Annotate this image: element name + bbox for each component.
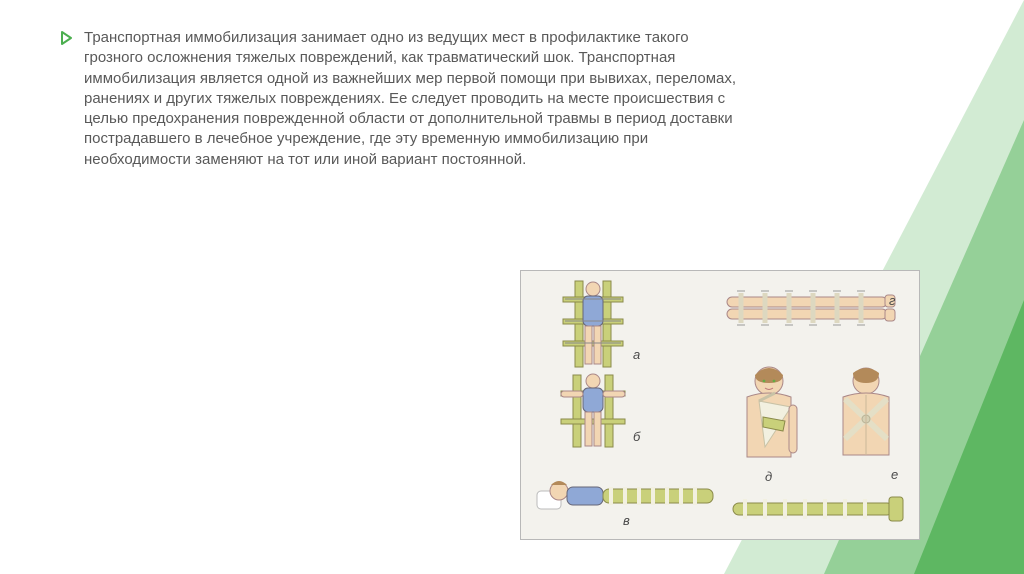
slide-body: Транспортная иммобилизация занимает одно… bbox=[60, 28, 740, 170]
fig-caption-d: д bbox=[765, 469, 772, 484]
fig-panel-a: а bbox=[533, 279, 653, 369]
fig-caption-a: а bbox=[633, 347, 640, 362]
illustration-figure: а б bbox=[520, 270, 920, 540]
bullet-item: Транспортная иммобилизация занимает одно… bbox=[60, 28, 740, 170]
fig-caption-e: е bbox=[891, 467, 898, 482]
fig-caption-g: г bbox=[889, 293, 895, 308]
fig-panel-e: е bbox=[821, 361, 911, 481]
bullet-text: Транспортная иммобилизация занимает одно… bbox=[84, 28, 740, 170]
fig-panel-b: б bbox=[533, 371, 653, 451]
fig-panel-g: г bbox=[721, 279, 901, 339]
chevron-right-icon bbox=[60, 31, 74, 45]
fig-panel-v: в bbox=[533, 459, 723, 529]
fig-panel-leg bbox=[729, 489, 909, 533]
fig-caption-b: б bbox=[633, 429, 640, 444]
fig-caption-v: в bbox=[623, 513, 630, 528]
fig-panel-d: д bbox=[721, 361, 816, 481]
